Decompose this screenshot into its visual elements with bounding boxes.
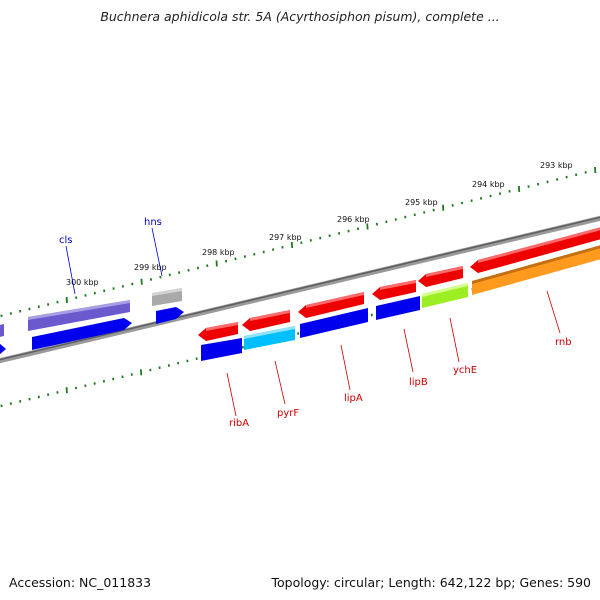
gene-lipA[interactable] — [300, 308, 368, 338]
leader-lipA — [340, 344, 351, 391]
gene-ychE[interactable] — [422, 283, 468, 308]
gene-ychE-shade — [422, 283, 468, 297]
gene-pyrF-shade — [244, 326, 295, 339]
gene-pyrF[interactable] — [244, 326, 295, 350]
tick-label-294kbp: 294 kbp — [472, 180, 505, 189]
gene-red-e-shade — [426, 266, 463, 277]
gene-hns-shade — [152, 288, 182, 296]
gene-red-shades — [206, 322, 238, 331]
gene-label-cls[interactable]: cls — [59, 235, 73, 246]
summary-text: Topology: circular; Length: 642,122 bp; … — [271, 575, 592, 590]
tick-label-299kbp: 299 kbp — [134, 263, 167, 272]
tick-label-298kbp: 298 kbp — [202, 248, 235, 257]
map-title: Buchnera aphidicola str. 5A (Acyrthosiph… — [100, 9, 500, 24]
gene-blue-ribA[interactable] — [201, 338, 242, 361]
gene-label-lipB[interactable]: lipB — [409, 377, 428, 388]
gene-blue-partial[interactable] — [0, 343, 6, 357]
genome-backbone — [0, 215, 600, 364]
gene-rnb[interactable] — [472, 244, 600, 295]
gene-label-lipA[interactable]: lipA — [344, 393, 363, 404]
leader-pyrF — [274, 360, 286, 405]
gene-blue-hns[interactable] — [156, 307, 184, 324]
gene-label-ychE[interactable]: ychE — [453, 365, 477, 376]
accession-text: Accession: NC_011833 — [9, 575, 152, 590]
gene-label-pyrF[interactable]: pyrF — [277, 408, 299, 419]
gene-lipB[interactable] — [376, 296, 420, 320]
tick-label-295kbp: 295 kbp — [405, 198, 438, 207]
gene-slate-partial[interactable] — [0, 324, 4, 338]
genome-backbone-highlight — [0, 216, 600, 361]
gene-label-ribA[interactable]: ribA — [229, 418, 249, 429]
leader-hns — [151, 227, 163, 277]
tick-label-300kbp: 300 kbp — [66, 278, 99, 287]
gene-red-d-shade — [380, 280, 416, 290]
gene-label-rnb[interactable]: rnb — [555, 337, 572, 348]
gene-red-b-shade — [250, 310, 290, 321]
tick-label-296kbp: 296 kbp — [337, 215, 370, 224]
outer-tick-row — [0, 166, 597, 318]
leader-ribA — [226, 372, 237, 417]
tick-label-297kbp: 297 kbp — [269, 233, 302, 242]
leader-lipB — [403, 328, 414, 373]
gene-rnb-shade — [472, 245, 600, 284]
leader-rnb — [546, 290, 561, 334]
gene-red-f-shade — [478, 227, 600, 263]
leader-cls — [65, 245, 76, 295]
gene-red-c-shade — [306, 292, 364, 308]
gene-label-hns[interactable]: hns — [144, 217, 162, 228]
tick-label-293kbp: 293 kbp — [540, 161, 573, 170]
gene-blue-a[interactable] — [32, 318, 132, 350]
leader-ychE — [449, 317, 460, 363]
gene-cls[interactable] — [28, 300, 130, 331]
gene-cls-shade — [28, 300, 130, 320]
